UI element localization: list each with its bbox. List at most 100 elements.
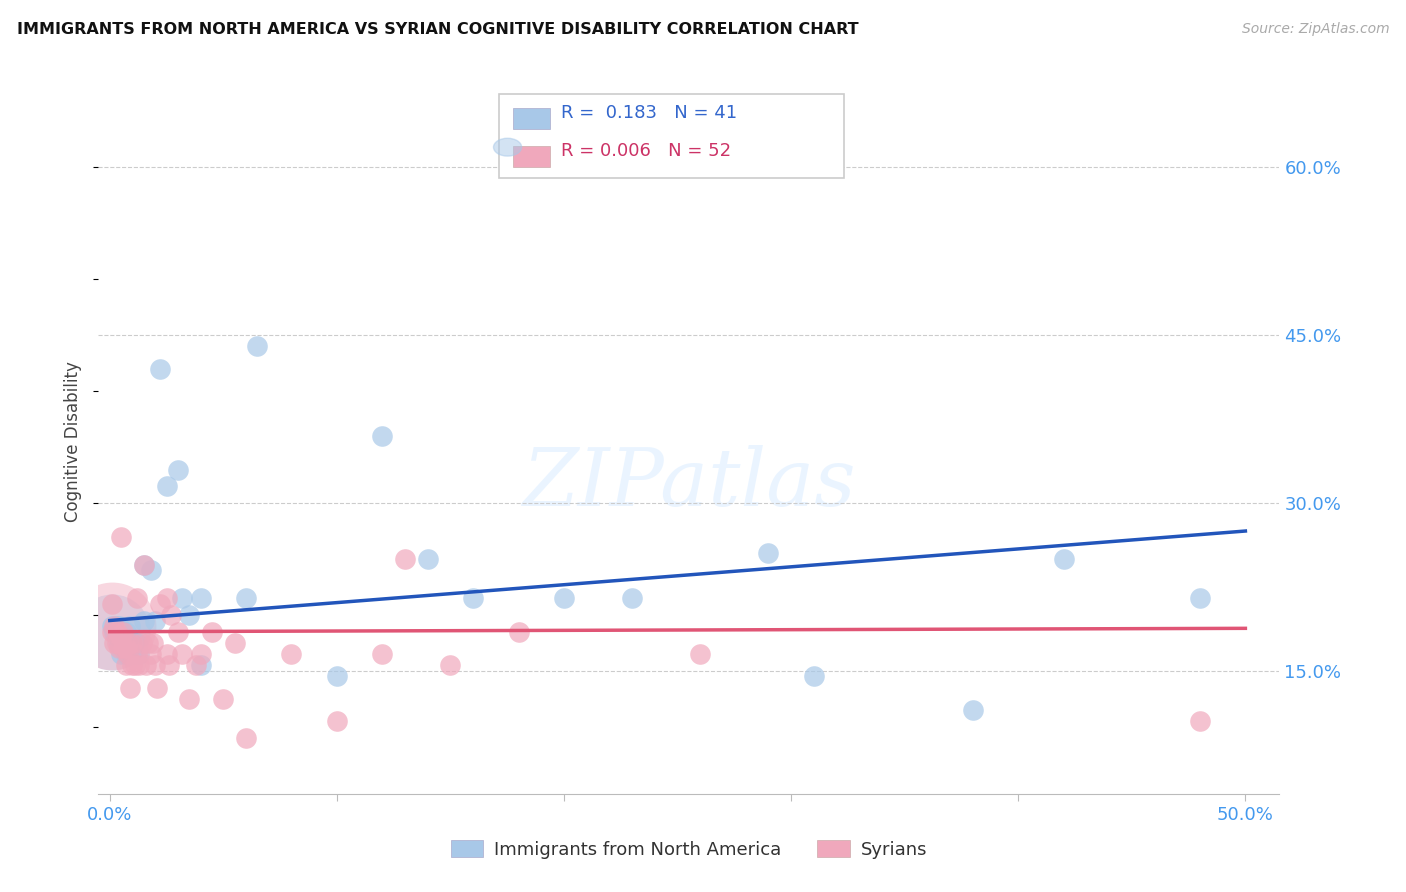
Point: [114, 647, 136, 661]
Point: [155, 591, 177, 606]
Point: [120, 681, 142, 695]
Point: [132, 614, 155, 628]
Point: [110, 647, 132, 661]
Text: Source: ZipAtlas.com: Source: ZipAtlas.com: [1241, 22, 1389, 37]
Point: [139, 647, 162, 661]
Point: [132, 558, 155, 572]
Point: [114, 641, 136, 656]
Point: [112, 641, 135, 656]
Point: [212, 691, 235, 706]
Point: [149, 597, 172, 611]
Point: [110, 530, 132, 544]
Text: R = 0.006   N = 52: R = 0.006 N = 52: [561, 142, 731, 160]
Point: [172, 591, 194, 606]
Point: [121, 658, 143, 673]
Point: [101, 624, 124, 639]
Point: [155, 479, 177, 493]
Point: [117, 647, 139, 661]
Point: [167, 462, 190, 476]
Point: [112, 636, 135, 650]
Text: ZIPatlas: ZIPatlas: [522, 445, 856, 523]
Point: [117, 647, 139, 661]
Legend: Immigrants from North America, Syrians: Immigrants from North America, Syrians: [443, 833, 935, 866]
Point: [121, 647, 143, 661]
Point: [416, 552, 439, 566]
Point: [962, 703, 984, 717]
Point: [125, 636, 148, 650]
Point: [160, 607, 183, 622]
Point: [138, 636, 160, 650]
Point: [394, 552, 416, 566]
Point: [179, 607, 201, 622]
Point: [1188, 714, 1211, 728]
Point: [121, 636, 143, 650]
Point: [128, 658, 150, 673]
Point: [124, 636, 146, 650]
Point: [146, 681, 169, 695]
Point: [108, 619, 131, 633]
Point: [179, 691, 201, 706]
Point: [439, 658, 461, 673]
Point: [157, 658, 180, 673]
Point: [246, 339, 269, 353]
Point: [120, 619, 142, 633]
Point: [124, 658, 146, 673]
Text: R =  0.183   N = 41: R = 0.183 N = 41: [561, 104, 737, 122]
Point: [190, 647, 212, 661]
Point: [101, 619, 124, 633]
Point: [132, 558, 155, 572]
Point: [463, 591, 485, 606]
Point: [167, 624, 190, 639]
Point: [508, 624, 530, 639]
Point: [108, 641, 131, 656]
Point: [326, 714, 349, 728]
Point: [103, 624, 125, 639]
Point: [143, 614, 166, 628]
Point: [110, 624, 132, 639]
Point: [172, 647, 194, 661]
Point: [758, 546, 780, 560]
Point: [143, 658, 166, 673]
Point: [621, 591, 644, 606]
Point: [114, 658, 136, 673]
Point: [139, 563, 162, 577]
Point: [101, 597, 124, 611]
Point: [803, 669, 825, 683]
Point: [155, 647, 177, 661]
Y-axis label: Cognitive Disability: Cognitive Disability: [65, 361, 83, 522]
Point: [326, 669, 349, 683]
Point: [105, 624, 128, 639]
Point: [190, 658, 212, 673]
Point: [131, 636, 153, 650]
Point: [224, 636, 246, 650]
Point: [125, 647, 148, 661]
Point: [689, 647, 711, 661]
Point: [1188, 591, 1211, 606]
Point: [101, 619, 124, 633]
Text: IMMIGRANTS FROM NORTH AMERICA VS SYRIAN COGNITIVE DISABILITY CORRELATION CHART: IMMIGRANTS FROM NORTH AMERICA VS SYRIAN …: [17, 22, 859, 37]
Point: [142, 636, 165, 650]
Point: [280, 647, 302, 661]
Point: [110, 630, 132, 644]
Point: [117, 636, 139, 650]
Point: [235, 591, 257, 606]
Point: [371, 647, 394, 661]
Point: [149, 361, 172, 376]
Point: [128, 647, 150, 661]
Point: [103, 636, 125, 650]
Point: [101, 624, 124, 639]
Point: [235, 731, 257, 745]
Point: [184, 658, 207, 673]
Point: [105, 619, 128, 633]
Point: [105, 630, 128, 644]
Point: [135, 658, 157, 673]
Point: [125, 591, 148, 606]
Point: [105, 636, 128, 650]
Point: [201, 624, 224, 639]
Point: [114, 624, 136, 639]
Point: [103, 619, 125, 633]
Point: [112, 624, 135, 639]
Point: [371, 429, 394, 443]
Point: [1053, 552, 1076, 566]
Point: [553, 591, 575, 606]
